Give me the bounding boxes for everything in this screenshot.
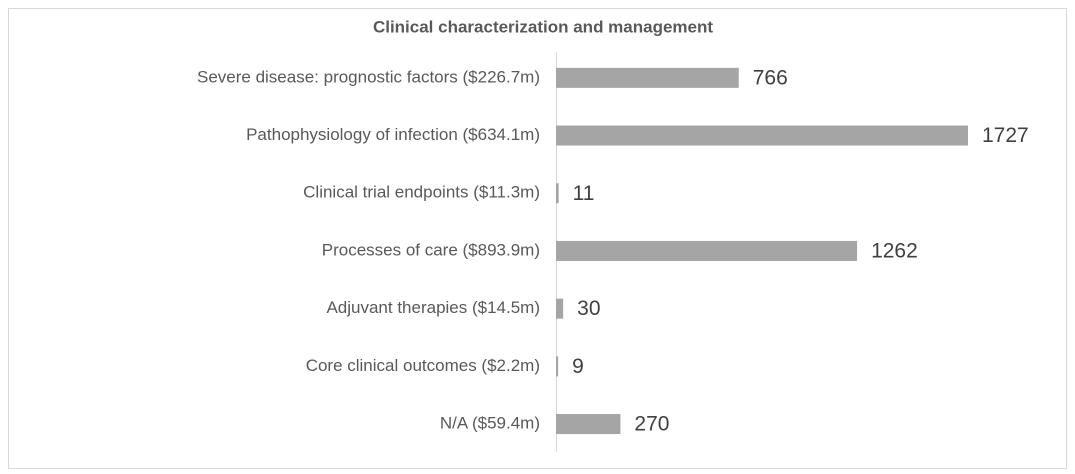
bar bbox=[556, 298, 564, 319]
bar bbox=[556, 240, 858, 261]
data-label: 30 bbox=[577, 297, 600, 320]
category-label: Clinical trial endpoints ($11.3m) bbox=[303, 183, 540, 202]
data-label: 9 bbox=[572, 355, 584, 378]
category-label: Adjuvant therapies ($14.5m) bbox=[326, 298, 540, 317]
data-label: 270 bbox=[634, 413, 669, 436]
bar bbox=[556, 356, 559, 377]
bar bbox=[556, 67, 739, 88]
data-label: 1262 bbox=[871, 239, 918, 262]
category-label: Pathophysiology of infection ($634.1m) bbox=[246, 125, 540, 144]
bar bbox=[556, 414, 621, 435]
category-label: Core clinical outcomes ($2.2m) bbox=[306, 356, 540, 375]
data-label: 11 bbox=[573, 182, 595, 205]
bar bbox=[556, 125, 968, 146]
data-label: 1727 bbox=[982, 124, 1029, 147]
category-label: N/A ($59.4m) bbox=[440, 414, 540, 433]
chart-frame bbox=[8, 8, 1067, 469]
category-label: Processes of care ($893.9m) bbox=[322, 240, 540, 259]
data-label: 766 bbox=[753, 66, 788, 89]
category-label: Severe disease: prognostic factors ($226… bbox=[197, 67, 540, 86]
bar bbox=[556, 183, 559, 204]
chart-title: Clinical characterization and management bbox=[373, 17, 713, 36]
